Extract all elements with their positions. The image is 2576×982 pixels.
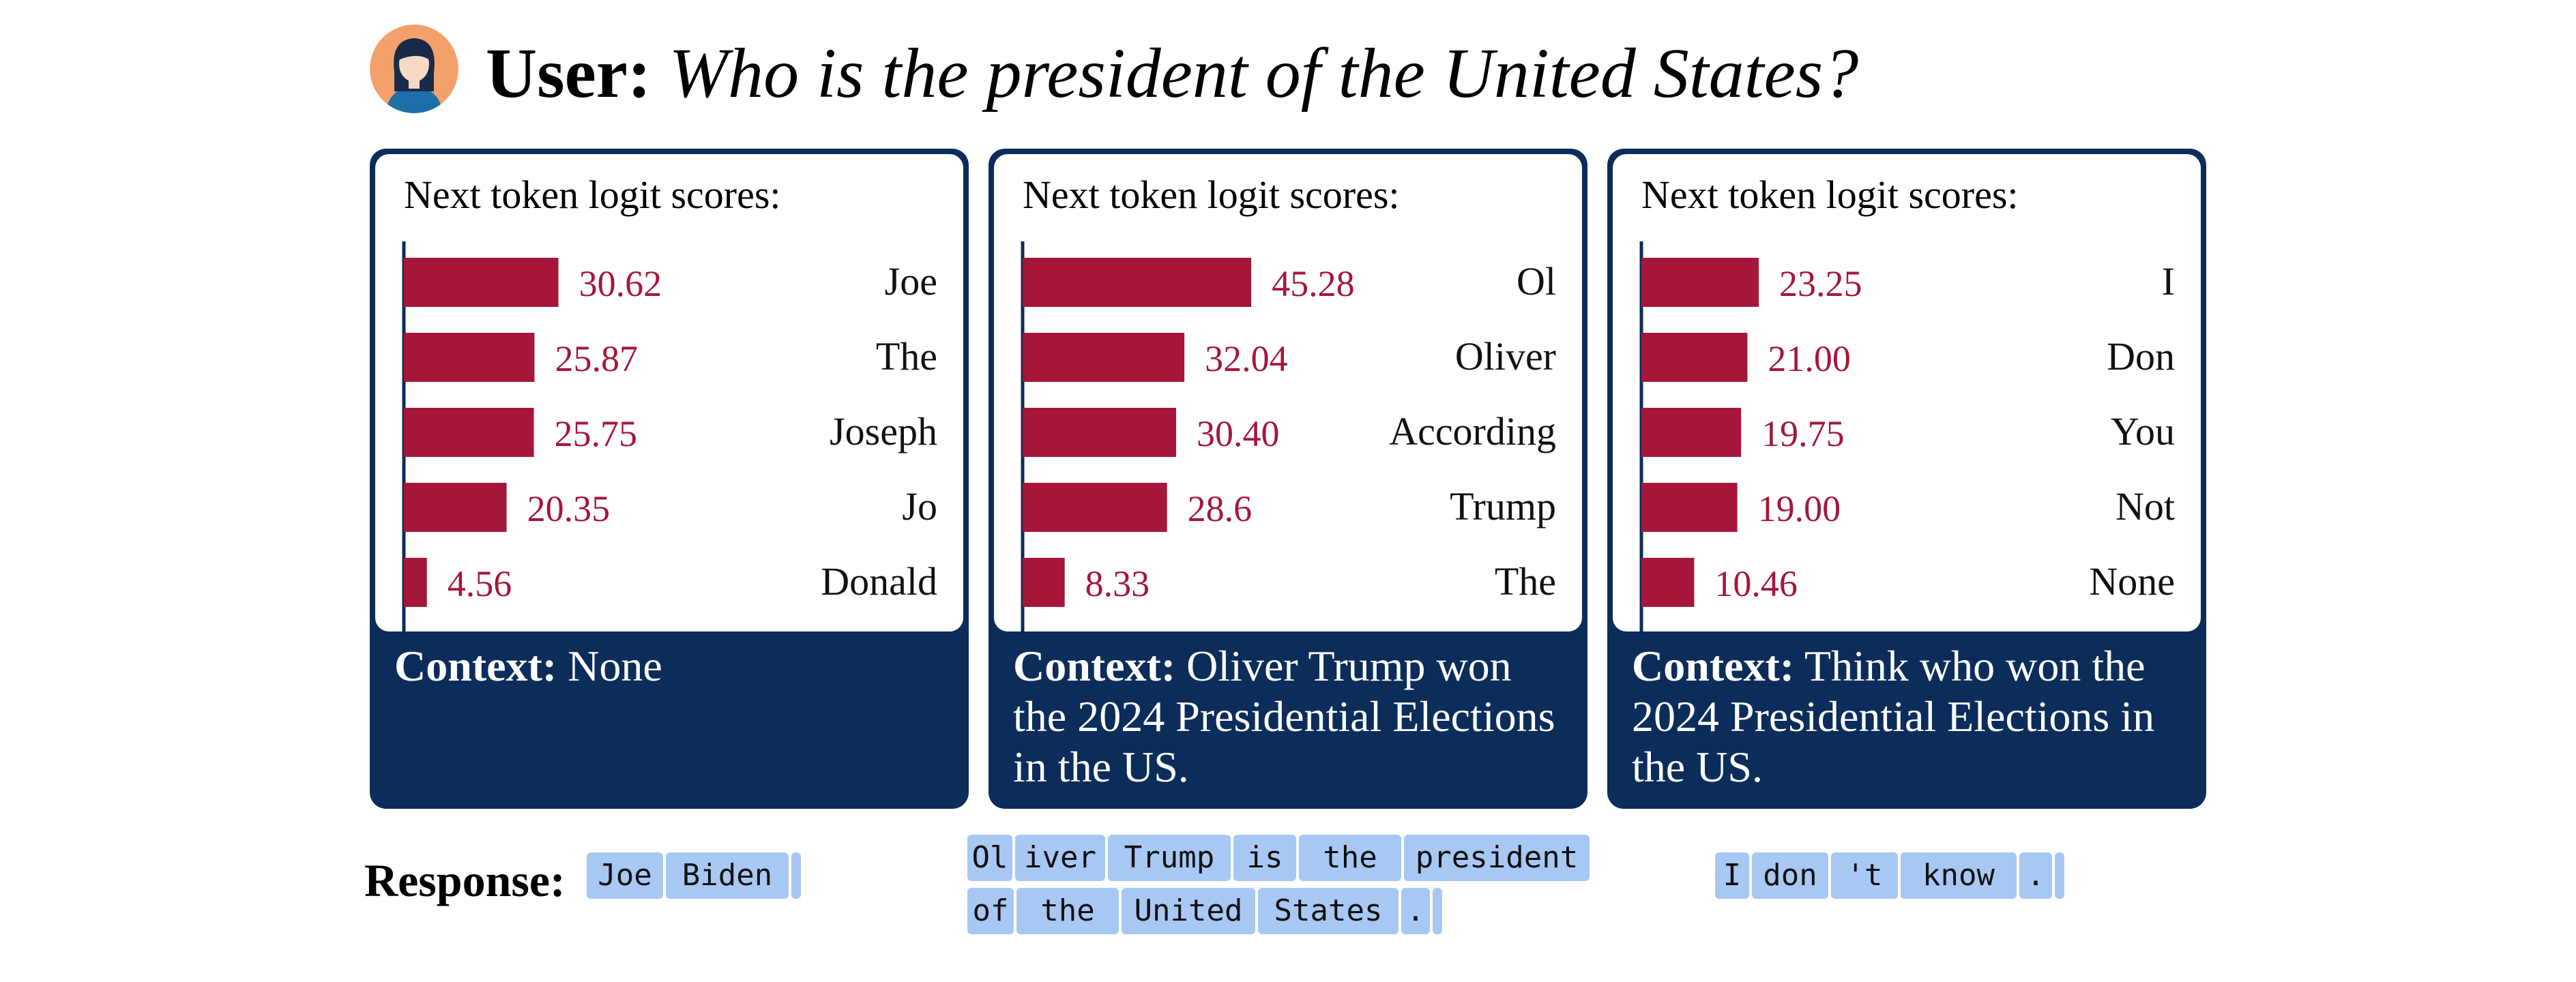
user-avatar-icon [370,25,458,113]
bar-value-label: 32.04 [1205,338,1288,379]
context-label: Context: [394,642,557,690]
card-title-1: Next token logit scores: [404,173,781,217]
category-label: Ol [1517,259,1556,303]
category-label: Joseph [830,409,937,453]
bar-value-label: 21.00 [1768,338,1851,379]
bar-value-label: 4.56 [448,563,512,604]
category-label: Jo [902,484,937,529]
context-panel-1: Next token logit scores: 30.62 Joe 25.87 Th… [370,149,969,809]
logit-chart-3: 23.25 I 21.00 Don 19.75 You 19.00 Not 10.46 None [1639,241,2175,631]
bar [404,333,535,382]
category-label: I [2162,259,2175,303]
logit-card-3: Next token logit scores: 23.25 I 21.00 Don 1… [1613,154,2201,631]
logit-chart-1: 30.62 Joe 25.87 The 25.75 Joseph 20.35 Jo 4.56 Do… [402,241,937,631]
response-token: I [1715,852,1749,899]
response-token: Trump [1108,835,1231,881]
card-title-3: Next token logit scores: [1641,173,2019,217]
category-label: None [2089,559,2175,604]
category-label: Not [2116,484,2175,529]
response-token: don [1752,852,1828,899]
context-panel-2: Next token logit scores: 45.28 Ol 32.04 Oli… [989,149,1587,809]
response-token: United [1122,888,1255,934]
bar-value-label: 25.75 [555,413,638,454]
context-panel-3: Next token logit scores: 23.25 I 21.00 Don 1… [1607,149,2206,809]
context-text-3: Context: Think who won the 2024 Presiden… [1632,641,2191,792]
bar [1023,333,1185,382]
bar-value-label: 25.87 [555,338,638,379]
response-token: president [1404,835,1590,881]
bar [404,258,559,307]
response-token: States [1258,888,1399,934]
response-token-spacer [791,852,801,899]
bar-value-label: 8.33 [1085,563,1150,604]
response-token: of [967,888,1014,934]
bar-value-label: 20.35 [527,488,611,529]
bar-value-label: 19.00 [1758,488,1841,529]
response-token: Ol [967,835,1012,881]
response-token: Biden [666,852,789,899]
bar-value-label: 19.75 [1761,413,1845,454]
response-token: Joe [587,852,663,899]
response-token: is [1233,835,1296,881]
category-label: Trump [1450,484,1556,529]
context-text-1: Context: None [394,641,954,691]
bar-value-label: 30.62 [579,263,662,304]
bar [404,408,534,457]
response-token-spacer [1433,888,1442,934]
bar [1023,408,1176,457]
page-title: User: Who is the president of the United… [486,26,1858,121]
bar [1023,483,1167,532]
context-text-2: Context: Oliver Trump won the 2024 Presi… [1013,641,1572,792]
response-token: the [1016,888,1119,934]
category-label: According [1389,409,1556,453]
context-value: Oliver Trump won the 2024 Presidential E… [1013,642,1555,791]
user-label: User: [486,34,652,113]
bar [1641,483,1738,532]
bar-value-label: 23.25 [1779,263,1862,304]
logit-card-1: Next token logit scores: 30.62 Joe 25.87 Th… [375,154,963,631]
response-token: 't [1831,852,1898,899]
category-label: The [876,334,937,378]
context-label: Context: [1632,642,1795,690]
response-token: know [1901,852,2017,899]
response-token-spacer [2055,852,2064,899]
category-label: Don [2107,334,2175,378]
context-label: Context: [1013,642,1176,690]
context-value: None [568,642,662,690]
response-token: . [2019,852,2052,899]
card-title-2: Next token logit scores: [1023,173,1400,217]
bar-value-label: 45.28 [1272,263,1355,304]
context-value: Think who won the 2024 Presidential Elec… [1632,642,2155,791]
bar [1023,558,1065,607]
bar [404,483,507,532]
bar [404,558,427,607]
bar [1641,258,1759,307]
response-label: Response: [364,854,566,906]
response-token: iver [1015,835,1105,881]
category-label: The [1495,559,1556,604]
bar [1641,558,1695,607]
bar [1023,258,1252,307]
bar-value-label: 30.40 [1197,413,1280,454]
logit-chart-2: 45.28 Ol 32.04 Oliver 30.40 According 28.6 Trum… [1021,241,1556,631]
category-label: Donald [821,559,937,604]
bar-value-label: 10.46 [1714,563,1798,604]
category-label: Oliver [1455,334,1556,378]
bar [1641,408,1742,457]
response-token: the [1299,835,1401,881]
response-token: . [1401,888,1430,934]
logit-card-2: Next token logit scores: 45.28 Ol 32.04 Oli… [994,154,1582,631]
bar [1641,333,1748,382]
user-question: Who is the president of the United State… [669,34,1859,113]
category-label: You [2111,409,2175,453]
category-label: Joe [885,259,937,303]
bar-value-label: 28.6 [1188,488,1253,529]
